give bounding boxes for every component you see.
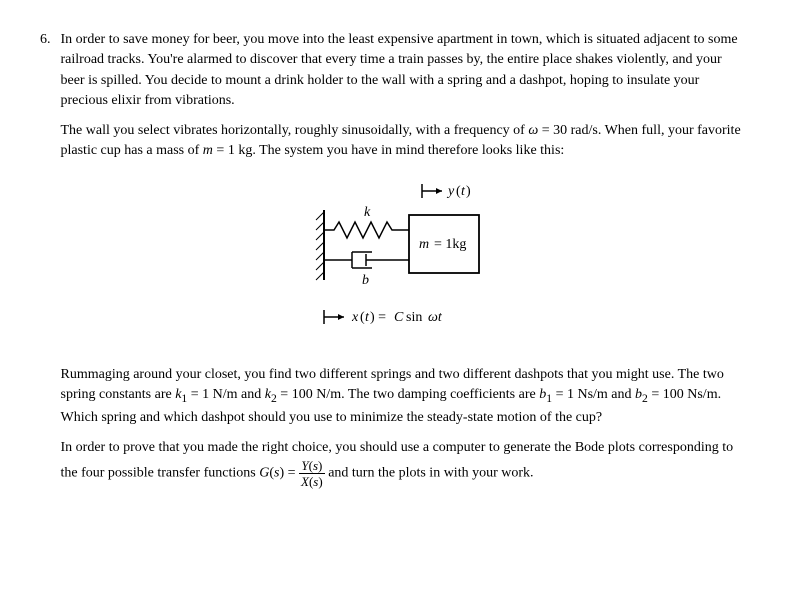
p4-rp: ) =: [279, 465, 299, 480]
p2-text-a: The wall you select vibrates horizontall…: [61, 123, 529, 138]
svg-text:k: k: [364, 205, 371, 220]
p3-text-d: = 1 Ns/m and: [552, 387, 635, 402]
paragraph-1: In order to save money for beer, you mov…: [61, 30, 749, 111]
problem-number: 6.: [40, 30, 51, 50]
svg-text:sin: sin: [406, 310, 422, 325]
problem-body: In order to save money for beer, you mov…: [61, 30, 749, 498]
diagram-svg: y ( t ) k: [274, 180, 534, 340]
svg-text:C: C: [394, 310, 404, 325]
paragraph-4: In order to prove that you made the righ…: [61, 438, 749, 487]
p3-text-c: = 100 N/m. The two damping coefficients …: [277, 387, 539, 402]
svg-text:x: x: [351, 310, 359, 325]
b2-sym: b: [635, 387, 642, 402]
frac-Y: Y: [301, 458, 308, 473]
frac-rp2: ): [318, 474, 322, 489]
transfer-fraction: Y(s)X(s): [299, 459, 325, 488]
frac-rp1: ): [318, 458, 322, 473]
svg-text:y: y: [446, 184, 455, 199]
svg-text:= 1kg: = 1kg: [434, 237, 466, 252]
paragraph-3: Rummaging around your closet, you find t…: [61, 365, 749, 428]
p3-text-b: = 1 N/m and: [187, 387, 265, 402]
omega-symbol: ω: [528, 123, 538, 138]
problem-6: 6. In order to save money for beer, you …: [40, 30, 748, 498]
svg-text:m: m: [419, 237, 429, 252]
m-symbol: m: [203, 143, 213, 158]
system-diagram: y ( t ) k: [61, 180, 749, 347]
p2-text-c: = 1 kg. The system you have in mind ther…: [213, 143, 564, 158]
frac-X: X: [301, 474, 309, 489]
p4-text-d: and turn the plots in with your work.: [325, 465, 534, 480]
G-sym: G: [259, 465, 269, 480]
svg-text:b: b: [362, 273, 369, 288]
paragraph-2: The wall you select vibrates horizontall…: [61, 121, 749, 162]
svg-text:ωt: ωt: [428, 310, 443, 325]
svg-text:) =: ) =: [370, 310, 386, 325]
svg-text:): ): [466, 184, 471, 199]
